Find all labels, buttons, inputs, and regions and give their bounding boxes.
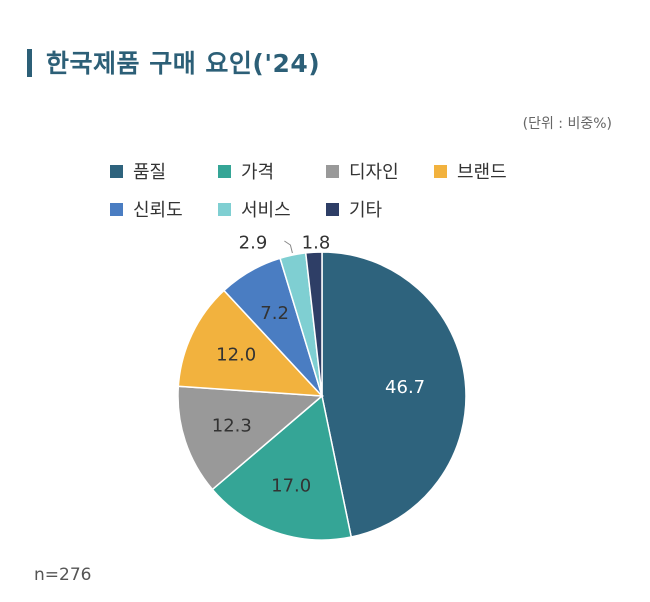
legend-label: 가격 (241, 162, 275, 183)
legend-label: 기타 (349, 200, 383, 221)
leader-lines (284, 240, 293, 254)
data-label-5: 2.9 (239, 233, 268, 254)
legend-swatch (110, 164, 123, 178)
data-label-6: 1.8 (302, 233, 331, 254)
legend-swatch (434, 164, 447, 178)
pie-slice-6 (304, 251, 323, 397)
legend-label: 서비스 (241, 200, 291, 221)
legend-item-3: 브랜드 (434, 158, 507, 184)
data-label-3: 12.0 (216, 345, 256, 366)
data-label-1: 17.0 (271, 475, 311, 496)
data-labels: 46.7 17.0 12.3 12.07.2 2.9 1.8 (212, 233, 425, 497)
legend-item-2: 디자인 (326, 158, 399, 184)
chart-title: 한국제품 구매 요인('24) (46, 49, 321, 78)
legend-label: 신뢰도 (133, 200, 183, 221)
legend-swatch (110, 202, 123, 216)
legend-item-4: 신뢰도 (110, 196, 183, 222)
pie-slices (177, 251, 467, 541)
data-label-4: 7.2 (260, 303, 289, 324)
legend-swatch (218, 164, 231, 178)
legend-item-6: 기타 (326, 196, 382, 222)
pie-slice-2 (177, 385, 324, 491)
pie-slice-3 (177, 289, 324, 397)
title-accent-bar (27, 49, 32, 77)
sample-size-note: n=276 (34, 565, 92, 585)
legend-label: 디자인 (349, 162, 399, 183)
legend-swatch (326, 202, 339, 216)
legend-swatch (218, 202, 231, 216)
legend-item-0: 품질 (110, 158, 166, 184)
unit-note: (단위 : 비중%) (522, 116, 612, 132)
data-label-0: 46.7 (385, 377, 425, 398)
legend-item-1: 가격 (218, 158, 274, 184)
leader-line-5 (284, 240, 293, 254)
legend-swatch (326, 164, 339, 178)
pie-slice-1 (211, 394, 353, 541)
legend-item-5: 서비스 (218, 196, 291, 222)
legend-label: 브랜드 (457, 162, 507, 183)
legend-label: 품질 (133, 162, 167, 183)
pie-slice-0 (321, 251, 467, 538)
data-label-2: 12.3 (212, 415, 252, 436)
